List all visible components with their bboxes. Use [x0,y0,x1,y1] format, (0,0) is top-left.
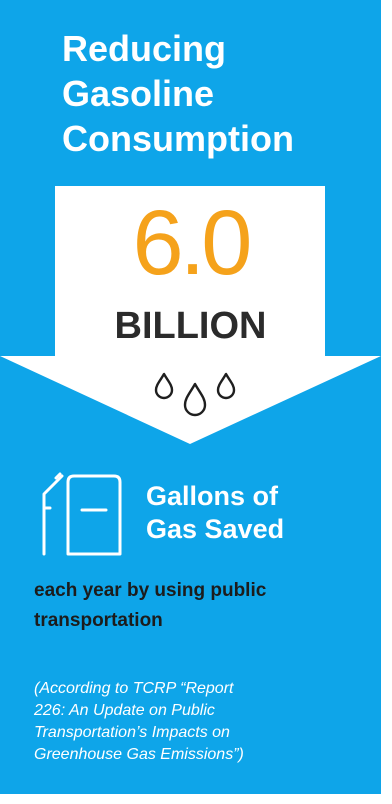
description-line: transportation [34,610,163,631]
stat-value: 6.0 [132,192,253,294]
citation-text: (According to TCRP “Report 226: An Updat… [34,678,364,766]
citation-line: (According to TCRP “Report [34,680,234,697]
title-line: Gasoline [62,73,215,114]
description-line: each year by using public [34,580,267,601]
title-line: Consumption [62,118,294,159]
down-arrow-shape [0,186,381,444]
stat-unit: BILLION [114,305,267,347]
citation-line: 226: An Update on Public [34,702,215,719]
infographic-card: Reducing Gasoline Consumption 6.0 BILLIO… [0,0,381,794]
gallons-line: Gas Saved [146,514,285,544]
gas-pump-icon [42,472,122,556]
gallons-label: Gallons of Gas Saved [146,480,284,546]
water-drops-icon [154,372,236,417]
gallons-line: Gallons of [146,481,279,511]
title-line: Reducing [62,28,227,69]
citation-line: Transportation’s Impacts on [34,724,230,741]
description-text: each year by using public transportation [34,576,364,636]
citation-line: Greenhouse Gas Emissions”) [34,746,244,763]
page-title: Reducing Gasoline Consumption [62,26,362,161]
